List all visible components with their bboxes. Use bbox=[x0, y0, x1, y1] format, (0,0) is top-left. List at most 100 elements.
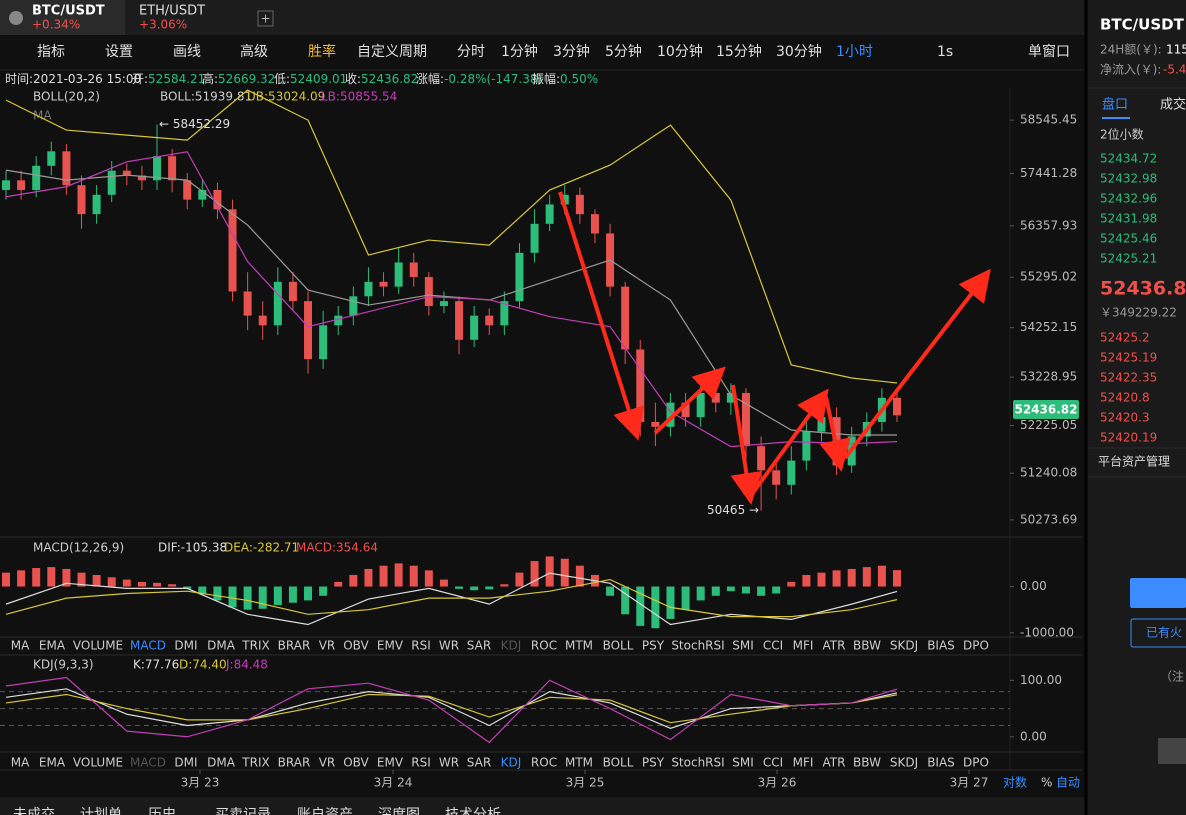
indicator-tab[interactable]: SAR bbox=[467, 639, 491, 653]
indicator-tab[interactable]: BRAR bbox=[278, 639, 311, 653]
outline-button-label[interactable]: 已有火 bbox=[1146, 626, 1182, 640]
indicator-tab[interactable]: OBV bbox=[343, 639, 369, 653]
info-value: 52669.32 bbox=[218, 72, 275, 86]
indicator-tab[interactable]: MA bbox=[11, 639, 30, 653]
toolbar-item[interactable]: 15分钟 bbox=[716, 43, 762, 60]
indicator-tab[interactable]: KDJ bbox=[501, 756, 522, 770]
y-tick-label: 55295.02 bbox=[1020, 270, 1077, 284]
toolbar-item[interactable]: 3分钟 bbox=[553, 43, 590, 60]
indicator-tab[interactable]: EMV bbox=[377, 756, 404, 770]
toolbar-item[interactable]: 分时 bbox=[457, 44, 485, 60]
tab-symbol[interactable]: ETH/USDT bbox=[139, 4, 205, 19]
indicator-tab[interactable]: BOLL bbox=[603, 756, 634, 770]
indicator-tab[interactable]: VOLUME bbox=[73, 756, 123, 770]
indicator-tab[interactable]: VR bbox=[319, 639, 336, 653]
indicator-tab[interactable]: EMA bbox=[39, 756, 66, 770]
candle-body bbox=[319, 325, 328, 360]
indicator-tab[interactable]: CCI bbox=[763, 756, 783, 770]
axis-option[interactable]: % bbox=[1041, 776, 1052, 790]
ask-price: 52432.98 bbox=[1100, 172, 1157, 186]
add-tab-box[interactable] bbox=[257, 10, 274, 27]
indicator-tab[interactable]: DPO bbox=[963, 756, 989, 770]
indicator-tab[interactable]: SAR bbox=[467, 756, 491, 770]
toolbar-item[interactable]: 画线 bbox=[173, 44, 201, 60]
toolbar-item[interactable]: 30分钟 bbox=[776, 43, 822, 60]
indicator-tab[interactable]: BBW bbox=[853, 756, 881, 770]
toolbar-item[interactable]: 1分钟 bbox=[501, 43, 538, 60]
indicator-tab[interactable]: VOLUME bbox=[73, 639, 123, 653]
indicator-tab[interactable]: TRIX bbox=[241, 639, 269, 653]
indicator-tab[interactable]: BBW bbox=[853, 639, 881, 653]
toolbar-item[interactable]: 10分钟 bbox=[657, 43, 703, 60]
indicator-tab[interactable]: StochRSI bbox=[671, 756, 724, 770]
indicator-tab[interactable]: DPO bbox=[963, 639, 989, 653]
toolbar-item[interactable]: 胜率 bbox=[308, 43, 336, 60]
add-tab[interactable]: + bbox=[260, 12, 270, 26]
indicator-tab[interactable]: WR bbox=[439, 756, 459, 770]
precision-select[interactable]: 2位小数 bbox=[1100, 127, 1144, 142]
indicator-tab[interactable]: EMA bbox=[39, 639, 66, 653]
buy-button[interactable] bbox=[1130, 578, 1186, 608]
indicator-tab[interactable]: PSY bbox=[642, 756, 665, 770]
toolbar-item[interactable]: 高级 bbox=[240, 43, 268, 60]
asset-link[interactable]: 平台资产管理 bbox=[1098, 454, 1170, 469]
indicator-tab[interactable]: SKDJ bbox=[890, 639, 918, 653]
indicator-tab[interactable]: DMA bbox=[207, 639, 236, 653]
indicator-tab[interactable]: ROC bbox=[531, 639, 557, 653]
indicator-tab[interactable]: PSY bbox=[642, 639, 665, 653]
indicator-tab[interactable]: VR bbox=[319, 756, 336, 770]
indicator-tab[interactable]: BIAS bbox=[927, 756, 955, 770]
bottom-tab[interactable]: 账户资产 bbox=[297, 806, 353, 815]
indicator-tab[interactable]: StochRSI bbox=[671, 639, 724, 653]
bottom-tab[interactable]: 历史 bbox=[148, 807, 176, 815]
indicator-tab[interactable]: MTM bbox=[565, 756, 593, 770]
indicator-tab[interactable]: RSI bbox=[411, 756, 431, 770]
bottom-tab[interactable]: 买卖记录 bbox=[215, 807, 271, 815]
indicator-tab[interactable]: MACD bbox=[130, 639, 166, 653]
axis-option[interactable]: 自动 bbox=[1056, 776, 1080, 790]
indicator-tab[interactable]: BIAS bbox=[927, 639, 955, 653]
bottom-tab[interactable]: 深度图 bbox=[378, 807, 420, 815]
toolbar-item[interactable]: 5分钟 bbox=[605, 43, 642, 60]
indicator-tab[interactable]: MFI bbox=[793, 756, 814, 770]
side-tab[interactable]: 成交 bbox=[1160, 97, 1186, 113]
indicator-tab[interactable]: WR bbox=[439, 639, 459, 653]
indicator-tab[interactable]: EMV bbox=[377, 639, 404, 653]
toolbar-item[interactable]: 1s bbox=[937, 44, 953, 60]
indicator-tab[interactable]: SKDJ bbox=[890, 756, 918, 770]
toolbar-item[interactable]: 单窗口 bbox=[1028, 43, 1070, 60]
indicator-tab[interactable]: MTM bbox=[565, 639, 593, 653]
axis-option[interactable]: 对数 bbox=[1003, 775, 1027, 790]
indicator-tab[interactable]: OBV bbox=[343, 756, 369, 770]
indicator-tab[interactable]: BRAR bbox=[278, 756, 311, 770]
indicator-tab[interactable]: RSI bbox=[411, 639, 431, 653]
indicator-tab[interactable]: SMI bbox=[732, 756, 754, 770]
indicator-tab[interactable]: ATR bbox=[823, 639, 846, 653]
macd-bar bbox=[17, 570, 26, 587]
indicator-tab[interactable]: KDJ bbox=[501, 639, 522, 653]
candle-body bbox=[107, 170, 116, 195]
toolbar-item[interactable]: 1小时 bbox=[836, 44, 873, 60]
bottom-tab[interactable]: 计划单 bbox=[80, 807, 122, 815]
indicator-tab[interactable]: BOLL bbox=[603, 639, 634, 653]
indicator-tab[interactable]: MFI bbox=[793, 639, 814, 653]
indicator-tab[interactable]: DMI bbox=[174, 756, 197, 770]
indicator-tab[interactable]: MA bbox=[11, 756, 30, 770]
indicator-tab[interactable]: MACD bbox=[130, 756, 166, 770]
bottom-tab[interactable]: 技术分析 bbox=[445, 807, 501, 815]
indicator-tab[interactable]: ROC bbox=[531, 756, 557, 770]
toolbar-item[interactable]: 设置 bbox=[105, 44, 133, 60]
outline-button[interactable] bbox=[1130, 618, 1186, 648]
bottom-tab[interactable]: 未成交 bbox=[13, 806, 55, 815]
indicator-tab[interactable]: ATR bbox=[823, 756, 846, 770]
indicator-tab[interactable]: DMI bbox=[174, 639, 197, 653]
indicator-tab[interactable]: TRIX bbox=[241, 756, 269, 770]
toolbar-item[interactable]: 自定义周期 bbox=[357, 44, 427, 60]
toolbar-item[interactable]: 指标 bbox=[37, 44, 65, 60]
tab-symbol[interactable]: BTC/USDT bbox=[32, 4, 105, 19]
indicator-tab[interactable]: SMI bbox=[732, 639, 754, 653]
date-label: 3月 25 bbox=[566, 776, 605, 790]
indicator-tab[interactable]: CCI bbox=[763, 639, 783, 653]
indicator-tab[interactable]: DMA bbox=[207, 756, 236, 770]
side-tab[interactable]: 盘口 bbox=[1102, 97, 1128, 113]
